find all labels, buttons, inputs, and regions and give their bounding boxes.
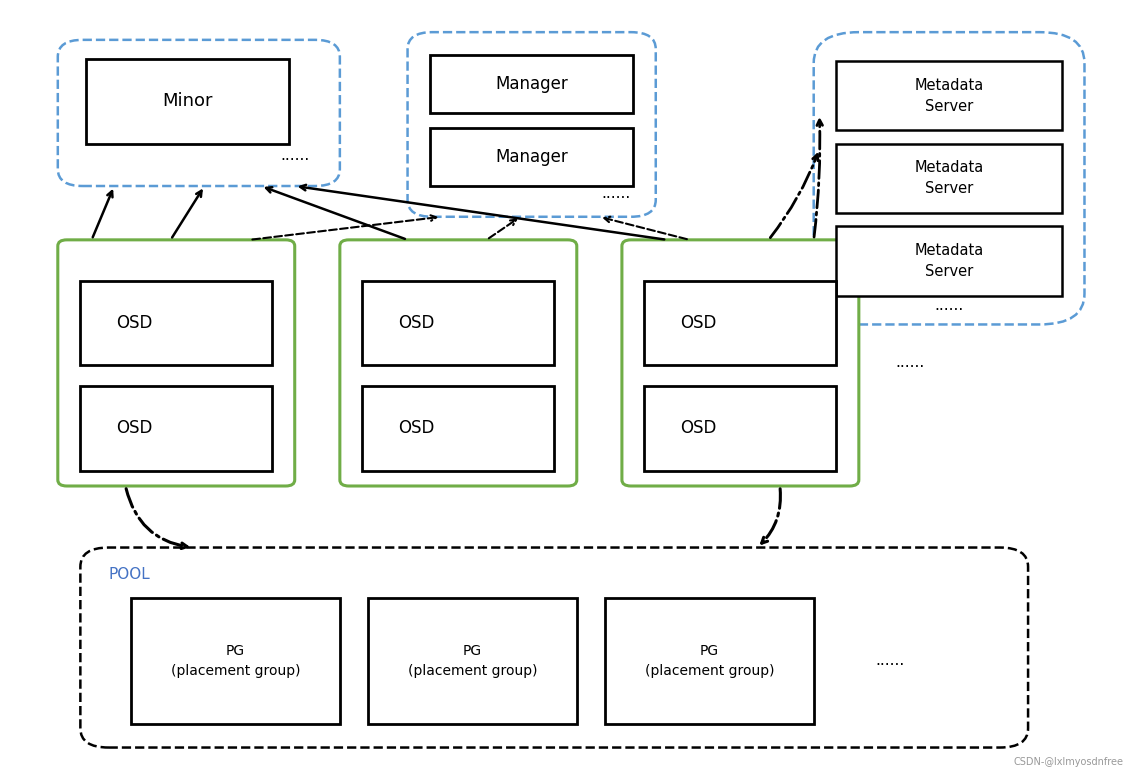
FancyBboxPatch shape bbox=[362, 386, 554, 471]
FancyBboxPatch shape bbox=[605, 598, 813, 724]
FancyBboxPatch shape bbox=[836, 61, 1062, 130]
FancyBboxPatch shape bbox=[368, 598, 577, 724]
FancyBboxPatch shape bbox=[80, 281, 273, 365]
Text: OSD: OSD bbox=[680, 314, 716, 332]
Text: PG
(placement group): PG (placement group) bbox=[171, 644, 300, 679]
FancyBboxPatch shape bbox=[836, 226, 1062, 296]
FancyBboxPatch shape bbox=[645, 386, 836, 471]
Text: OSD: OSD bbox=[398, 419, 434, 437]
Text: OSD: OSD bbox=[680, 419, 716, 437]
Text: OSD: OSD bbox=[115, 419, 153, 437]
FancyBboxPatch shape bbox=[836, 144, 1062, 213]
Text: OSD: OSD bbox=[398, 314, 434, 332]
Text: ......: ...... bbox=[875, 653, 905, 669]
FancyBboxPatch shape bbox=[362, 281, 554, 365]
Text: PG
(placement group): PG (placement group) bbox=[645, 644, 774, 679]
Text: PG
(placement group): PG (placement group) bbox=[407, 644, 537, 679]
Text: POOL: POOL bbox=[109, 567, 150, 582]
FancyBboxPatch shape bbox=[813, 32, 1085, 324]
FancyBboxPatch shape bbox=[80, 386, 273, 471]
Text: Minor: Minor bbox=[162, 93, 213, 110]
FancyBboxPatch shape bbox=[622, 240, 858, 486]
FancyBboxPatch shape bbox=[86, 59, 290, 144]
FancyBboxPatch shape bbox=[339, 240, 577, 486]
FancyBboxPatch shape bbox=[58, 40, 339, 186]
FancyBboxPatch shape bbox=[407, 32, 656, 217]
FancyBboxPatch shape bbox=[131, 598, 339, 724]
Text: Manager: Manager bbox=[495, 75, 568, 93]
Text: ......: ...... bbox=[934, 298, 964, 313]
Text: ......: ...... bbox=[280, 147, 310, 163]
Text: Metadata
Server: Metadata Server bbox=[915, 78, 984, 113]
FancyBboxPatch shape bbox=[80, 547, 1028, 747]
Text: CSDN-@lxlmyosdnfree: CSDN-@lxlmyosdnfree bbox=[1015, 757, 1124, 767]
FancyBboxPatch shape bbox=[430, 128, 633, 186]
Text: OSD: OSD bbox=[115, 314, 153, 332]
FancyBboxPatch shape bbox=[430, 56, 633, 113]
FancyBboxPatch shape bbox=[58, 240, 295, 486]
Text: Manager: Manager bbox=[495, 148, 568, 166]
Text: Metadata
Server: Metadata Server bbox=[915, 243, 984, 279]
Text: ......: ...... bbox=[895, 355, 924, 371]
Text: ......: ...... bbox=[602, 186, 631, 201]
FancyBboxPatch shape bbox=[645, 281, 836, 365]
Text: Metadata
Server: Metadata Server bbox=[915, 161, 984, 196]
